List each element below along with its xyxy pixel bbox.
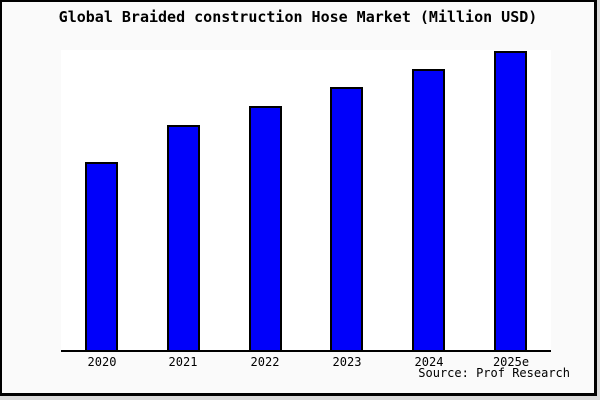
x-axis-line	[61, 350, 551, 352]
x-tick-label-2022: 2022	[250, 355, 280, 369]
bar-2025e	[494, 51, 527, 350]
x-axis-tick-labels: 2020 2021 2022 2023 2024 2025e	[61, 355, 551, 371]
x-tick-label-2023: 2023	[332, 355, 362, 369]
bar-2024	[412, 69, 445, 350]
plot-area	[61, 50, 551, 350]
bar-2023	[330, 87, 363, 350]
bar-2020	[85, 162, 118, 350]
x-tick-label-2020: 2020	[87, 355, 117, 369]
x-tick-label-2025e: 2025e	[492, 355, 530, 369]
x-tick-label-2024: 2024	[414, 355, 444, 369]
bar-2022	[249, 106, 282, 350]
chart-title: Global Braided construction Hose Market …	[58, 8, 538, 26]
bar-2021	[167, 125, 200, 350]
x-tick-label-2021: 2021	[168, 355, 198, 369]
source-note: Source: Prof Research	[418, 366, 570, 380]
